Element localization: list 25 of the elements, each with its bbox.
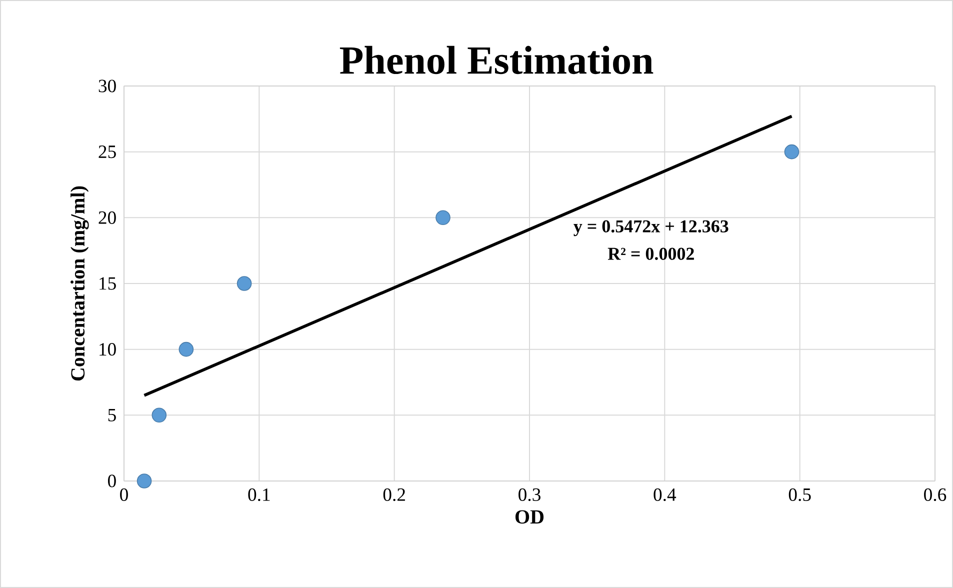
point <box>152 408 167 423</box>
y-tick-label: 15 <box>100 277 116 290</box>
point <box>178 342 194 357</box>
x-tick-label: 0 <box>120 488 128 501</box>
x-tick-label: 0.6 <box>924 488 946 502</box>
y-tick-label: 0 <box>108 474 116 488</box>
x-tick-label: 0.5 <box>788 488 811 502</box>
chart-title: Phenol Estimation <box>340 46 654 74</box>
x-tick-label: 0.2 <box>383 488 405 502</box>
y-tick-label: 20 <box>98 211 116 224</box>
x-axis-title: OD <box>515 510 544 524</box>
y-tick-label: 25 <box>98 146 116 158</box>
y-axis-title: Concentartion (mg/ml) <box>70 186 89 381</box>
x-tick-label: 0.3 <box>518 488 540 502</box>
x-tick-label: 0.4 <box>654 488 676 502</box>
annotation: R² = 0.0002 <box>608 248 694 260</box>
point <box>436 210 450 226</box>
y-tick-label: 10 <box>100 343 116 356</box>
x-tick-label: 0.1 <box>248 488 270 502</box>
point <box>784 144 800 160</box>
y-tick-label: 5 <box>108 408 116 422</box>
point <box>136 474 152 488</box>
point <box>236 276 252 291</box>
annotation: y = 0.5472x + 12.363 <box>574 220 728 236</box>
y-tick-label: 30 <box>98 80 116 92</box>
